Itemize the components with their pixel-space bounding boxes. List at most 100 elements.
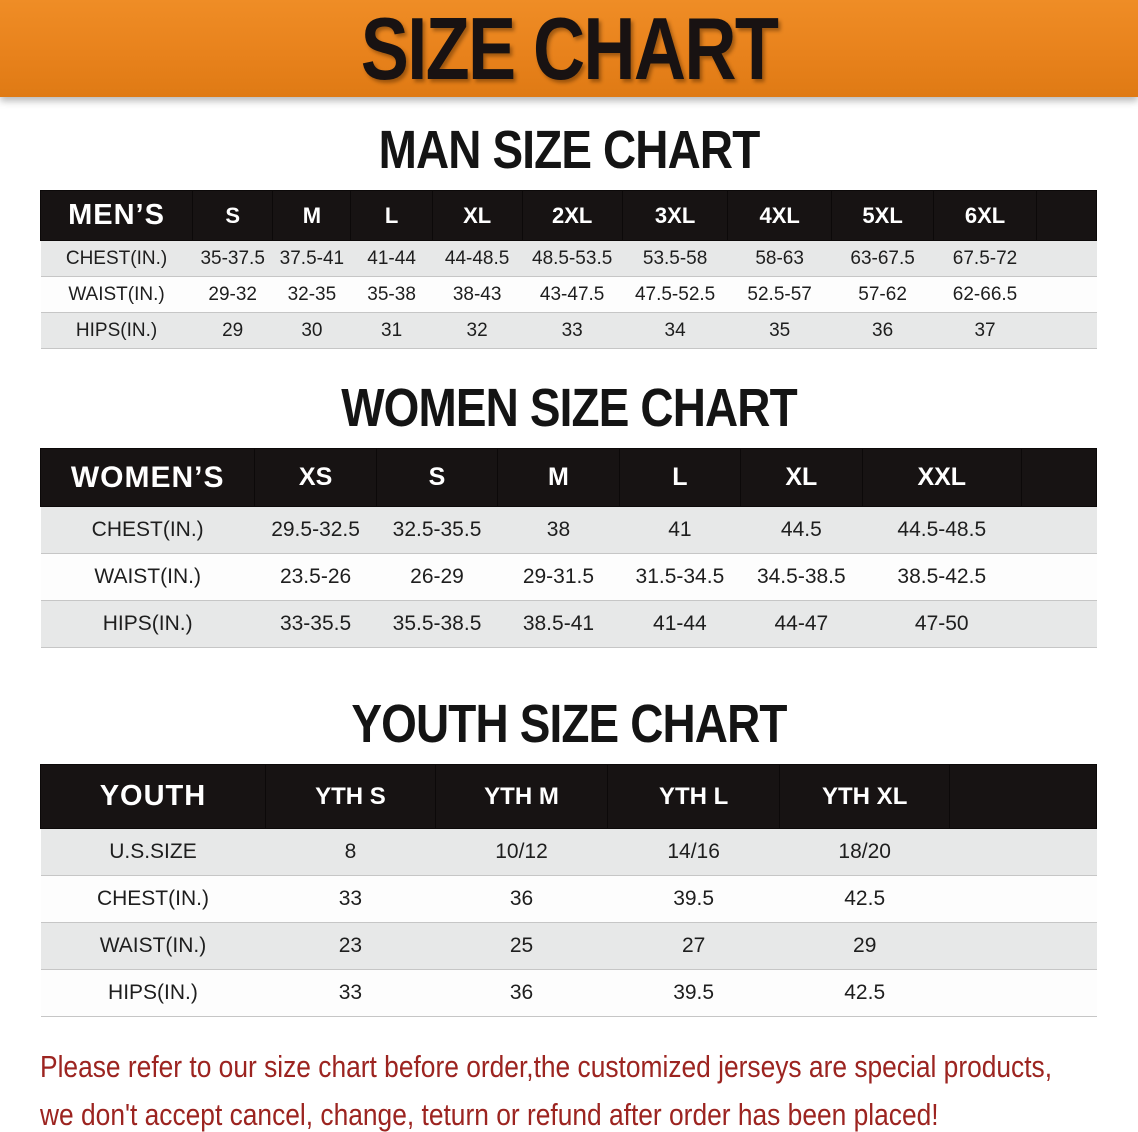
- value-cell: 18/20: [779, 828, 950, 876]
- value-cell: 36: [435, 969, 608, 1017]
- value-cell: 23.5-26: [254, 553, 377, 601]
- column-header: M: [272, 190, 352, 241]
- value-cell: 62-66.5: [933, 276, 1037, 313]
- value-cell: 44-48.5: [432, 240, 522, 277]
- value-cell: 63-67.5: [831, 240, 934, 277]
- value-cell: 31: [350, 312, 433, 349]
- value-cell: 31.5-34.5: [619, 553, 741, 601]
- value-cell: 25: [435, 922, 608, 970]
- column-header: YTH XL: [779, 764, 951, 829]
- row-label-cell: U.S.SIZE: [40, 828, 266, 876]
- value-cell: 48.5-53.5: [522, 240, 623, 277]
- value-cell: 42.5: [779, 875, 950, 923]
- value-cell: 34.5-38.5: [740, 553, 863, 601]
- value-cell: 36: [435, 875, 608, 923]
- value-cell: 53.5-58: [622, 240, 728, 277]
- column-header: XS: [254, 448, 377, 507]
- spacer-cell: [949, 969, 1097, 1017]
- column-header: 4XL: [727, 190, 832, 241]
- table-row: WAIST(IN.) 23.5-26 26-29 29-31.5 31.5-34.5 34…: [40, 553, 1097, 601]
- column-header: YTH M: [434, 764, 609, 829]
- column-header: XXL: [861, 448, 1023, 507]
- value-cell: 41-44: [619, 600, 741, 648]
- value-cell: 35-37.5: [192, 240, 273, 277]
- column-header: S: [375, 448, 499, 507]
- table-title-cell: YOUTH: [40, 764, 266, 829]
- value-cell: 35: [727, 312, 832, 349]
- banner: SIZE CHART: [0, 0, 1138, 97]
- value-cell: 32-35: [272, 276, 351, 313]
- row-label-cell: WAIST(IN.): [40, 276, 193, 313]
- row-label-cell: WAIST(IN.): [40, 553, 255, 601]
- column-header: 6XL: [933, 190, 1037, 241]
- spacer-cell: [949, 875, 1097, 923]
- value-cell: 58-63: [727, 240, 832, 277]
- value-cell: 29-31.5: [497, 553, 620, 601]
- value-cell: 57-62: [831, 276, 934, 313]
- column-header: XL: [431, 190, 523, 241]
- table-title-cell: MEN’S: [39, 190, 194, 241]
- value-cell: 27: [607, 922, 780, 970]
- column-header: YTH L: [607, 764, 781, 829]
- disclaimer-line-2: we don't accept cancel, change, teturn o…: [40, 1097, 939, 1132]
- value-cell: 23: [265, 922, 436, 970]
- value-cell: 41-44: [350, 240, 433, 277]
- mens-size-table: MEN’S S M L XL 2XL 3XL 4XL 5XL 6XL CHEST(IN.) 35-37…: [39, 190, 1098, 349]
- spacer-cell: [949, 828, 1097, 876]
- spacer-cell: [1036, 240, 1097, 277]
- spacer-cell: [949, 922, 1097, 970]
- value-cell: 37: [933, 312, 1037, 349]
- value-cell: 32: [432, 312, 522, 349]
- column-header: L: [618, 448, 742, 507]
- spacer-cell: [1021, 506, 1097, 554]
- disclaimer-line-1: Please refer to our size chart before or…: [40, 1049, 1053, 1084]
- womens-size-table: WOMEN’S XS S M L XL XXL CHEST(IN.) 29.5-32.5 32.5…: [39, 448, 1097, 648]
- man-size-chart-heading: MAN SIZE CHART: [378, 120, 761, 180]
- value-cell: 14/16: [607, 828, 780, 876]
- value-cell: 67.5-72: [933, 240, 1037, 277]
- value-cell: 38.5-42.5: [862, 553, 1022, 601]
- row-label-cell: CHEST(IN.): [40, 240, 193, 277]
- value-cell: 39.5: [607, 875, 780, 923]
- table-row: HIPS(IN.) 33-35.5 35.5-38.5 38.5-41 41-44 44-…: [40, 600, 1097, 648]
- spacer-cell: [1021, 600, 1097, 648]
- row-label-cell: HIPS(IN.): [40, 312, 193, 349]
- table-header-row: MEN’S S M L XL 2XL 3XL 4XL 5XL 6XL: [39, 190, 1098, 241]
- value-cell: 47.5-52.5: [622, 276, 728, 313]
- value-cell: 29: [779, 922, 950, 970]
- value-cell: 10/12: [435, 828, 608, 876]
- value-cell: 33: [265, 969, 436, 1017]
- table-row: CHEST(IN.) 29.5-32.5 32.5-35.5 38 41 44.5 44.5…: [40, 506, 1097, 554]
- table-row: CHEST(IN.) 35-37.5 37.5-41 41-44 44-48.5 48.5…: [40, 240, 1097, 277]
- value-cell: 26-29: [376, 553, 498, 601]
- youth-size-table: YOUTH YTH S YTH M YTH L YTH XL U.S.SIZE 8 10/12…: [40, 764, 1097, 1017]
- table-row: HIPS(IN.) 33 36 39.5 42.5: [40, 969, 1097, 1017]
- column-header: L: [350, 190, 433, 241]
- table-row: CHEST(IN.) 33 36 39.5 42.5: [40, 875, 1097, 923]
- banner-title: SIZE CHART: [360, 0, 779, 98]
- value-cell: 52.5-57: [727, 276, 832, 313]
- value-cell: 33-35.5: [254, 600, 377, 648]
- column-header: M: [497, 448, 620, 507]
- spacer-cell: [1036, 312, 1097, 349]
- column-header: YTH S: [264, 764, 436, 829]
- value-cell: 35.5-38.5: [376, 600, 498, 648]
- table-row: U.S.SIZE 8 10/12 14/16 18/20: [40, 828, 1097, 876]
- value-cell: 29.5-32.5: [254, 506, 377, 554]
- value-cell: 33: [522, 312, 623, 349]
- spacer-cell: [1036, 276, 1097, 313]
- row-label-cell: WAIST(IN.): [40, 922, 266, 970]
- value-cell: 41: [619, 506, 741, 554]
- table-header-row: WOMEN’S XS S M L XL XXL: [39, 448, 1097, 507]
- value-cell: 38: [497, 506, 620, 554]
- row-label-cell: CHEST(IN.): [40, 875, 266, 923]
- column-header: XL: [740, 448, 863, 507]
- value-cell: 44-47: [740, 600, 863, 648]
- women-size-chart-heading: WOMEN SIZE CHART: [341, 378, 797, 438]
- value-cell: 42.5: [779, 969, 950, 1017]
- value-cell: 29: [192, 312, 273, 349]
- value-cell: 8: [265, 828, 436, 876]
- table-title-cell: WOMEN’S: [39, 448, 256, 507]
- value-cell: 43-47.5: [522, 276, 623, 313]
